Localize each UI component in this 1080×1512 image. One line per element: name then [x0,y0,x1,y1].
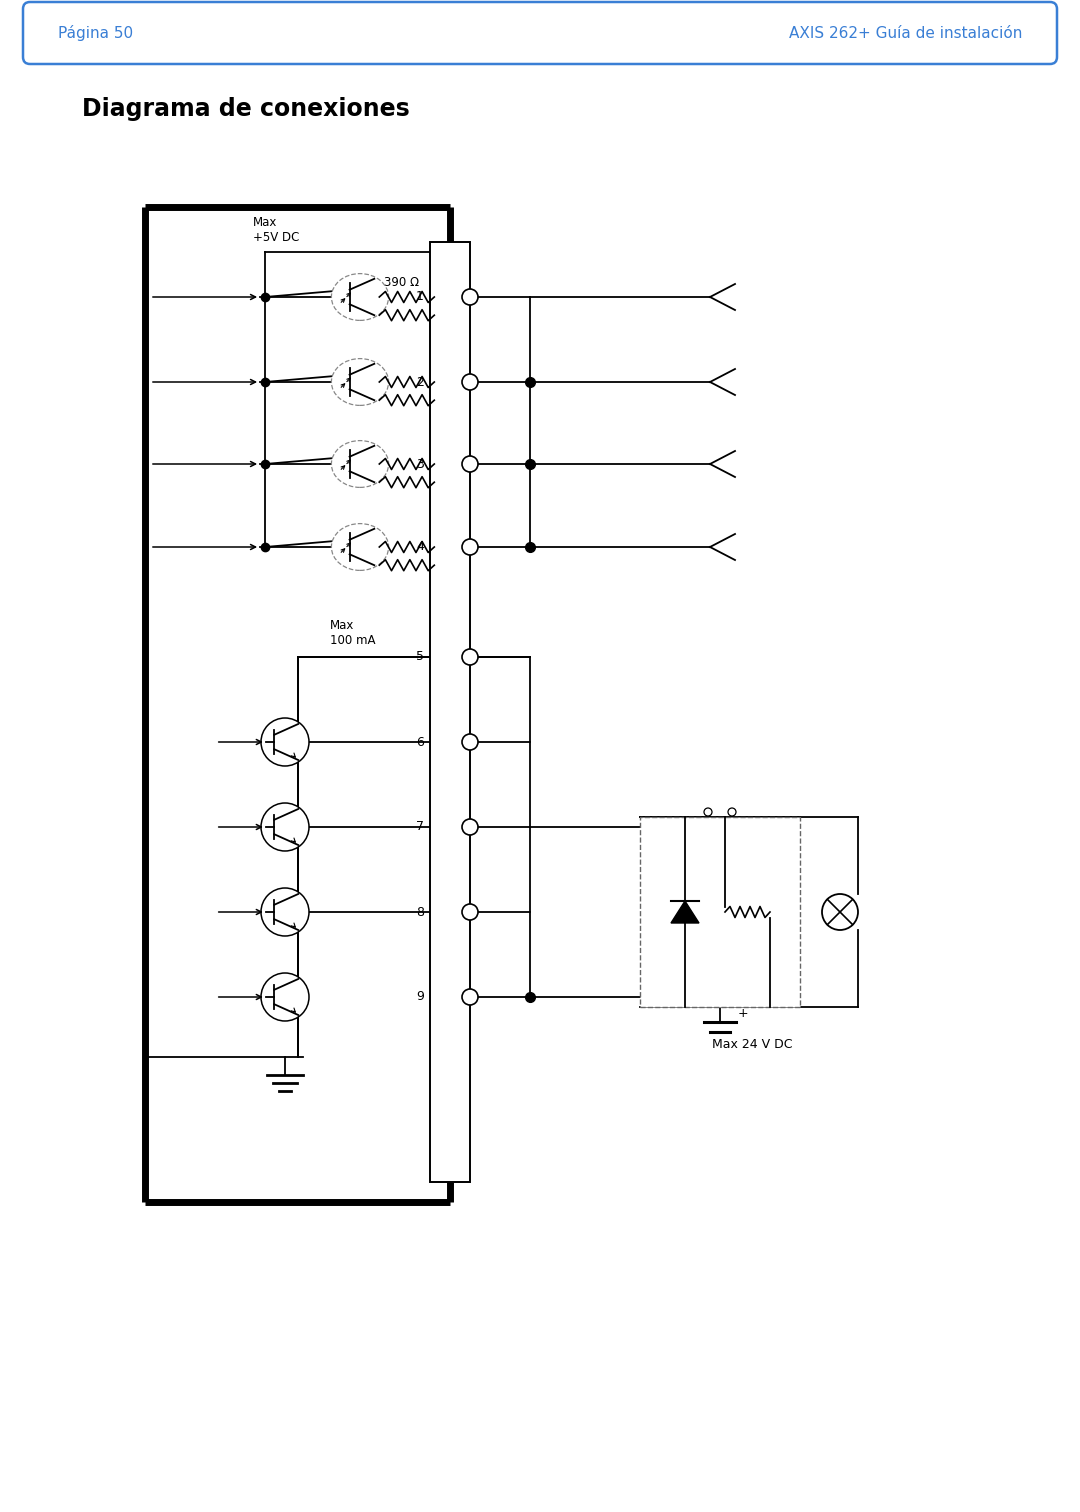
Circle shape [462,457,478,472]
Text: +: + [738,1007,748,1021]
Text: 9: 9 [416,990,424,1004]
Text: 1: 1 [416,290,424,304]
Circle shape [728,807,735,816]
Circle shape [462,649,478,665]
Text: 8: 8 [416,906,424,918]
Text: 390 Ω: 390 Ω [384,277,419,289]
Circle shape [462,820,478,835]
Circle shape [462,904,478,919]
Text: Diagrama de conexiones: Diagrama de conexiones [82,97,409,121]
Circle shape [462,989,478,1005]
Circle shape [462,373,478,390]
Circle shape [261,974,309,1021]
Text: 7: 7 [416,821,424,833]
Ellipse shape [332,358,389,405]
Text: 4: 4 [416,540,424,553]
Text: Max
100 mA: Max 100 mA [330,618,376,647]
Text: Max
+5V DC: Max +5V DC [253,216,299,243]
Text: Página 50: Página 50 [58,26,133,41]
Circle shape [704,807,712,816]
Ellipse shape [332,274,389,321]
Ellipse shape [332,440,389,487]
Circle shape [462,289,478,305]
Circle shape [261,718,309,767]
Text: AXIS 262+ Guía de instalación: AXIS 262+ Guía de instalación [788,26,1022,41]
Circle shape [822,894,858,930]
Text: 6: 6 [416,735,424,748]
Text: 3: 3 [416,458,424,470]
FancyBboxPatch shape [23,2,1057,64]
Polygon shape [671,901,699,922]
Text: Max 24 V DC: Max 24 V DC [712,1039,793,1051]
Bar [430,242,470,1182]
Circle shape [462,538,478,555]
Text: 2: 2 [416,375,424,389]
Bar [640,816,800,1007]
Text: 5: 5 [416,650,424,664]
Circle shape [261,888,309,936]
Circle shape [261,803,309,851]
Ellipse shape [332,523,389,570]
Circle shape [462,733,478,750]
